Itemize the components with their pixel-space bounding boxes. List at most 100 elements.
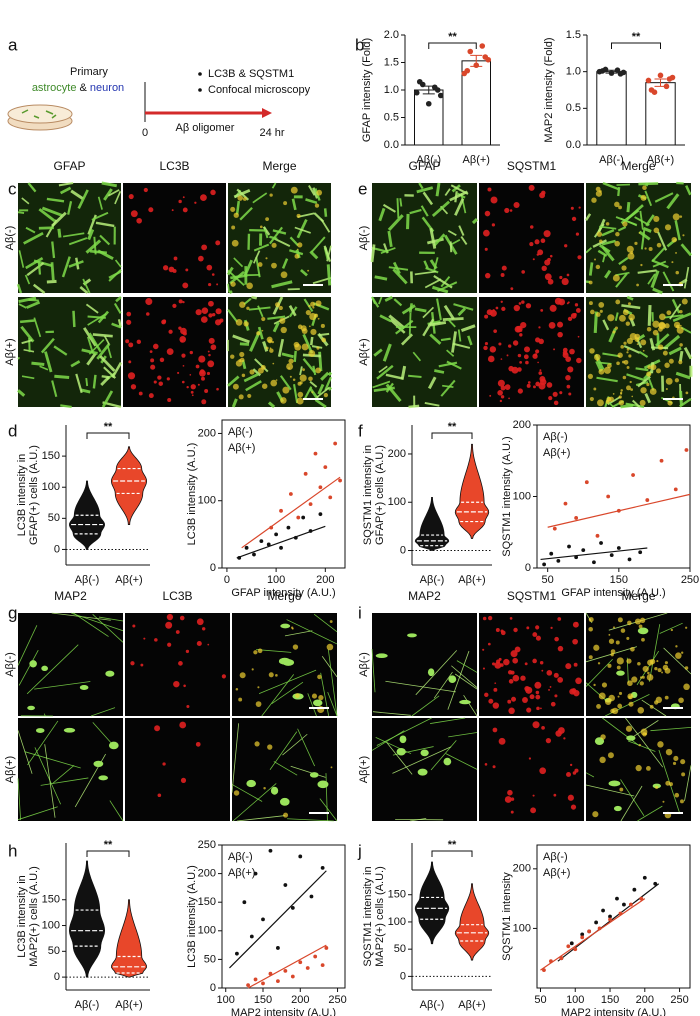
data-point [666, 76, 673, 82]
green-fiber [444, 188, 451, 197]
red-puncta [500, 300, 503, 303]
red-puncta [299, 374, 307, 382]
red-puncta [618, 205, 622, 210]
data-point [413, 89, 420, 96]
red-puncta [491, 662, 496, 666]
cell-body [280, 623, 291, 629]
cell-body [396, 747, 406, 756]
green-fiber [288, 305, 297, 317]
red-puncta [612, 274, 620, 282]
green-fiber [72, 310, 76, 328]
red-puncta [219, 318, 224, 323]
green-fiber [644, 190, 653, 207]
red-puncta [575, 308, 581, 313]
red-puncta [148, 207, 154, 213]
green-fiber [373, 386, 395, 392]
red-puncta [680, 799, 684, 804]
red-puncta [296, 248, 299, 251]
red-puncta [182, 282, 189, 289]
y-tick-label: 0 [210, 982, 216, 994]
red-puncta [143, 187, 148, 193]
legend-entry: Aβ(-) [228, 426, 253, 438]
red-puncta [182, 196, 185, 199]
red-puncta [590, 309, 595, 315]
bar [645, 82, 676, 146]
green-fiber [40, 337, 55, 354]
red-puncta [541, 265, 547, 271]
red-puncta [558, 727, 565, 734]
red-puncta [658, 326, 663, 332]
red-puncta [489, 394, 492, 397]
data-point [592, 560, 596, 565]
red-puncta [253, 650, 258, 655]
red-puncta [528, 757, 532, 760]
red-puncta [664, 661, 668, 665]
red-puncta [535, 694, 541, 700]
green-fiber [447, 650, 470, 710]
data-point [616, 546, 621, 550]
data-point [320, 963, 325, 968]
red-puncta [127, 372, 136, 380]
red-puncta [283, 812, 289, 818]
red-puncta [206, 371, 211, 376]
data-point [324, 946, 329, 950]
data-point [261, 981, 265, 986]
green-fiber [21, 197, 30, 205]
red-puncta [639, 399, 646, 406]
red-puncta [500, 630, 506, 636]
data-point [615, 896, 619, 901]
red-puncta [310, 301, 316, 307]
y-tick-label: 0.0 [384, 139, 399, 151]
green-fiber [471, 218, 479, 225]
red-puncta [574, 303, 579, 307]
red-puncta [612, 393, 615, 395]
red-puncta [588, 301, 593, 306]
red-puncta [320, 323, 325, 329]
red-puncta [616, 657, 624, 665]
red-puncta [508, 707, 515, 715]
data-point [276, 979, 280, 984]
red-puncta [189, 374, 192, 376]
data-point [266, 542, 271, 547]
x-axis-label: GFAP intensity (A.U.) [561, 587, 665, 599]
green-fiber [602, 181, 619, 191]
green-fiber [53, 345, 68, 356]
data-point [556, 558, 561, 563]
red-puncta [626, 245, 634, 253]
y-axis-label: LC3B intensity (A.U.) [186, 865, 198, 968]
x-tick-label: 200 [291, 994, 309, 1006]
red-puncta [297, 242, 303, 248]
red-puncta [500, 395, 505, 399]
data-point [580, 932, 585, 937]
y-tick-label: 100 [388, 916, 406, 928]
red-puncta [567, 366, 574, 373]
red-puncta [178, 199, 182, 204]
red-puncta [571, 216, 577, 222]
red-puncta [557, 677, 564, 683]
red-puncta [635, 764, 642, 772]
green-fiber [101, 181, 118, 188]
red-puncta [671, 237, 677, 243]
red-puncta [257, 648, 263, 654]
red-puncta [655, 696, 663, 704]
green-fiber [267, 315, 286, 320]
green-fiber [85, 303, 99, 314]
data-point [467, 48, 474, 55]
green-fiber [318, 332, 330, 337]
red-puncta [541, 669, 544, 672]
red-puncta [541, 190, 546, 196]
red-puncta [599, 756, 606, 764]
green-fiber [408, 404, 420, 409]
green-fiber [321, 656, 338, 678]
red-puncta [538, 326, 541, 329]
red-puncta [622, 221, 628, 227]
red-puncta [599, 190, 602, 193]
y-tick-label: 0.5 [384, 111, 399, 123]
cell-body [29, 660, 37, 668]
red-puncta [673, 321, 681, 329]
data-point [318, 512, 323, 517]
red-puncta [662, 800, 665, 803]
red-puncta [509, 616, 513, 620]
green-fiber [37, 262, 42, 275]
green-fiber [302, 357, 316, 373]
